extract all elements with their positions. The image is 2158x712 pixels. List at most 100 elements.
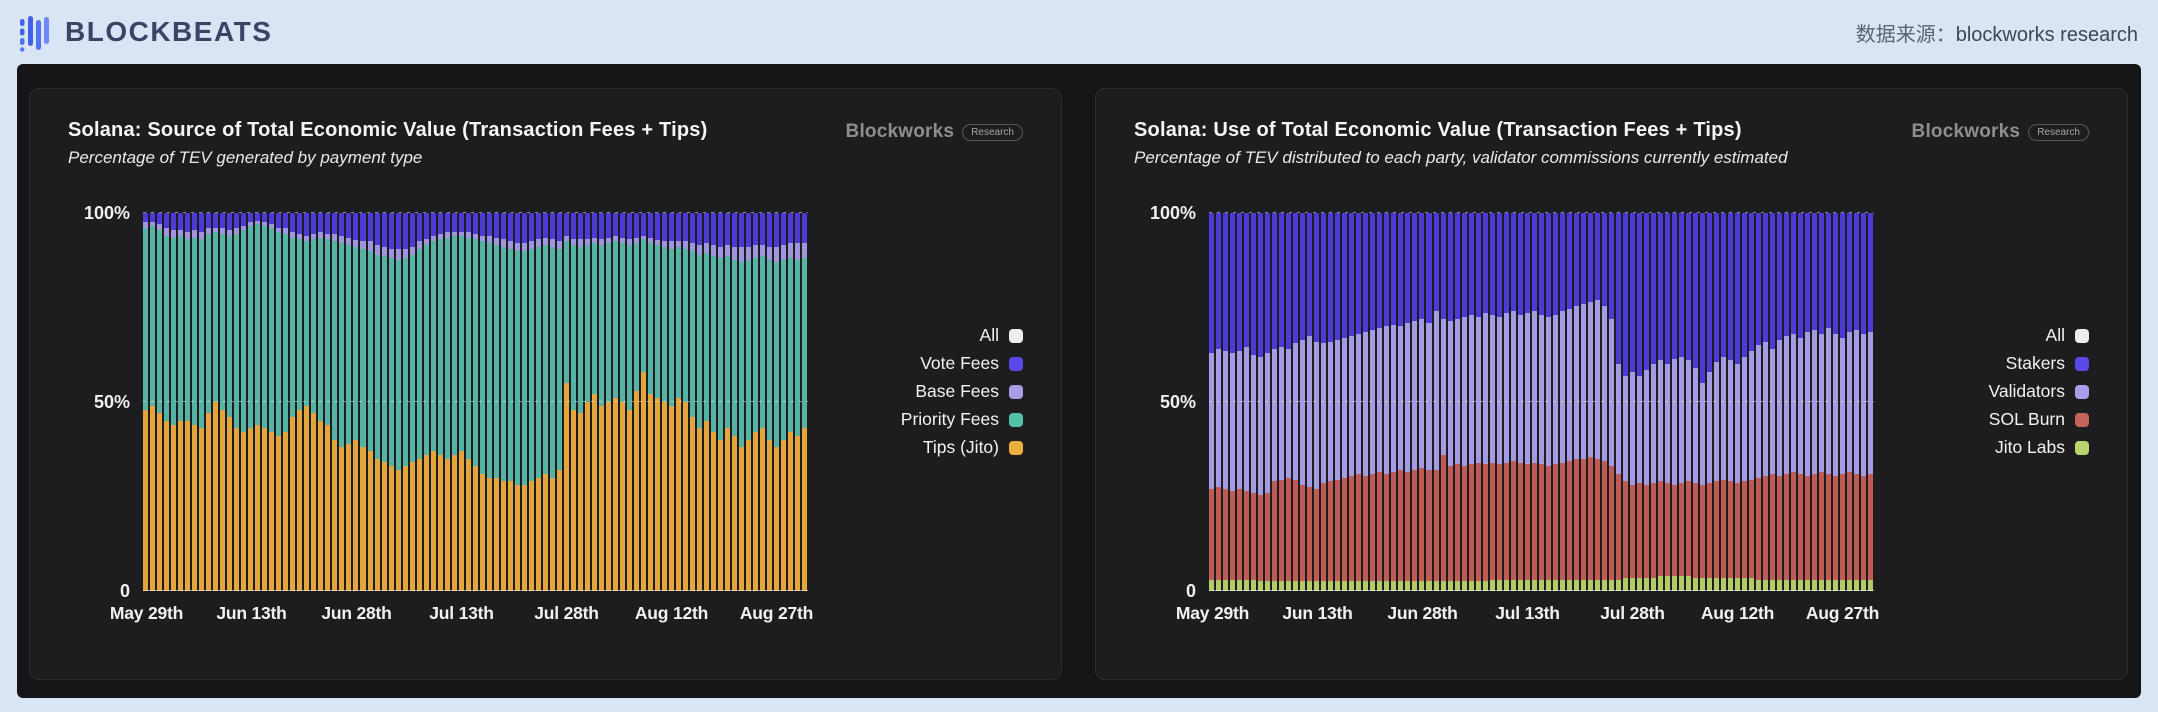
stacked-bar xyxy=(739,213,745,591)
stacked-bar xyxy=(725,213,731,591)
bar-segment-vote-fees xyxy=(402,213,408,249)
bar-segment-jito-labs xyxy=(1468,581,1474,591)
stacked-bar xyxy=(1440,213,1446,591)
bar-segment-priority-fees xyxy=(732,260,738,437)
legend-item-all[interactable]: All xyxy=(2046,325,2089,346)
bar-segment-stakers xyxy=(1819,213,1825,334)
bar-segment-jito-labs xyxy=(1209,579,1215,591)
bar-segment-priority-fees xyxy=(360,248,366,448)
bar-segment-jito-labs xyxy=(1854,579,1860,591)
bar-segment-tips-jito xyxy=(241,432,247,591)
blockbeats-logo[interactable]: BLOCKBEATS xyxy=(20,11,272,53)
bar-segment-stakers xyxy=(1433,213,1439,312)
bar-segment-jito-labs xyxy=(1398,581,1404,591)
x-axis-label: Jun 28th xyxy=(321,603,392,623)
bar-segment-sol-burn xyxy=(1251,492,1257,581)
bar-segment-tips-jito xyxy=(346,443,352,591)
stacked-bar xyxy=(556,213,562,591)
stacked-bar xyxy=(781,213,787,591)
bar-segment-jito-labs xyxy=(1665,575,1671,591)
stacked-bar xyxy=(213,213,219,591)
bar-segment-validators xyxy=(1321,343,1327,484)
bar-segment-base-fees xyxy=(367,241,373,251)
x-axis-label: Aug 27th xyxy=(1805,603,1880,623)
bar-segment-vote-fees xyxy=(185,213,191,232)
stacked-bar xyxy=(1826,213,1832,591)
bar-segment-tips-jito xyxy=(556,470,562,591)
stacked-bar xyxy=(444,213,450,591)
bar-segment-sol-burn xyxy=(1356,473,1362,582)
bar-segment-sol-burn xyxy=(1503,462,1509,580)
bar-segment-sol-burn xyxy=(1615,473,1621,580)
bar-segment-base-fees xyxy=(613,235,619,242)
bar-segment-stakers xyxy=(1384,213,1390,327)
site-header: BLOCKBEATS 数据来源：blockworks research xyxy=(0,0,2158,64)
legend-item-all[interactable]: All xyxy=(980,325,1023,346)
chart-header: Solana: Source of Total Economic Value (… xyxy=(68,115,1023,171)
bar-segment-validators xyxy=(1770,349,1776,474)
legend-item-base-fees[interactable]: Base Fees xyxy=(915,381,1023,402)
bar-segment-jito-labs xyxy=(1307,581,1313,591)
bar-segment-jito-labs xyxy=(1538,579,1544,591)
bar-segment-jito-labs xyxy=(1447,581,1453,591)
stacked-bar xyxy=(1419,213,1425,591)
bar-segment-base-fees xyxy=(416,241,422,249)
bar-segment-sol-burn xyxy=(1258,494,1264,582)
stacked-bar xyxy=(395,213,401,591)
bar-segment-priority-fees xyxy=(339,243,345,448)
bar-segment-vote-fees xyxy=(563,213,569,236)
bar-segment-tips-jito xyxy=(746,439,752,591)
stacked-bar xyxy=(1650,213,1656,591)
stacked-bar xyxy=(788,213,794,591)
bar-segment-priority-fees xyxy=(157,230,163,414)
legend-item-tips-jito[interactable]: Tips (Jito) xyxy=(923,437,1023,458)
stacked-bar xyxy=(367,213,373,591)
bar-segment-stakers xyxy=(1307,213,1313,336)
bar-segment-sol-burn xyxy=(1679,483,1685,576)
bar-segment-jito-labs xyxy=(1650,577,1656,591)
bar-segment-vote-fees xyxy=(416,213,422,242)
bar-segment-priority-fees xyxy=(795,260,801,437)
stacked-bar xyxy=(746,213,752,591)
bar-segment-validators xyxy=(1468,315,1474,465)
bar-segment-stakers xyxy=(1622,213,1628,376)
legend-item-priority-fees[interactable]: Priority Fees xyxy=(901,409,1023,430)
stacked-bar xyxy=(1840,213,1846,591)
bar-segment-stakers xyxy=(1714,213,1720,363)
bar-segment-stakers xyxy=(1868,213,1874,333)
bar-segment-priority-fees xyxy=(739,262,745,448)
stacked-bar xyxy=(1503,213,1509,591)
bar-segment-base-fees xyxy=(753,245,759,259)
bar-segment-priority-fees xyxy=(472,239,478,467)
bar-segment-priority-fees xyxy=(143,228,149,410)
legend-item-sol-burn[interactable]: SOL Burn xyxy=(1989,409,2089,430)
stacked-bar xyxy=(774,213,780,591)
stacked-bar xyxy=(1433,213,1439,591)
bar-segment-sol-burn xyxy=(1819,471,1825,580)
bar-segment-sol-burn xyxy=(1742,481,1748,578)
stacked-bar xyxy=(802,213,808,591)
bar-segment-base-fees xyxy=(437,233,443,240)
bar-segment-sol-burn xyxy=(1559,462,1565,580)
stacked-bar xyxy=(388,213,394,591)
legend-item-validators[interactable]: Validators xyxy=(1988,381,2089,402)
stacked-bar xyxy=(1517,213,1523,591)
legend-item-vote-fees[interactable]: Vote Fees xyxy=(920,353,1023,374)
stacked-bar xyxy=(718,213,724,591)
stacked-bar xyxy=(584,213,590,591)
bar-segment-vote-fees xyxy=(592,213,598,238)
bar-segment-vote-fees xyxy=(164,213,170,229)
legend-item-jito-labs[interactable]: Jito Labs xyxy=(1995,437,2089,458)
bar-segment-priority-fees xyxy=(192,237,198,425)
bar-segment-sol-burn xyxy=(1763,475,1769,580)
bar-segment-priority-fees xyxy=(704,252,710,421)
bar-segment-jito-labs xyxy=(1216,579,1222,591)
bar-segment-sol-burn xyxy=(1594,458,1600,580)
legend-item-stakers[interactable]: Stakers xyxy=(2006,353,2089,374)
bar-segment-sol-burn xyxy=(1672,485,1678,576)
bar-segment-priority-fees xyxy=(262,226,268,429)
bar-segment-priority-fees xyxy=(542,245,548,474)
bar-segment-sol-burn xyxy=(1510,460,1516,580)
stacked-bar xyxy=(514,213,520,591)
bar-segment-sol-burn xyxy=(1517,462,1523,580)
